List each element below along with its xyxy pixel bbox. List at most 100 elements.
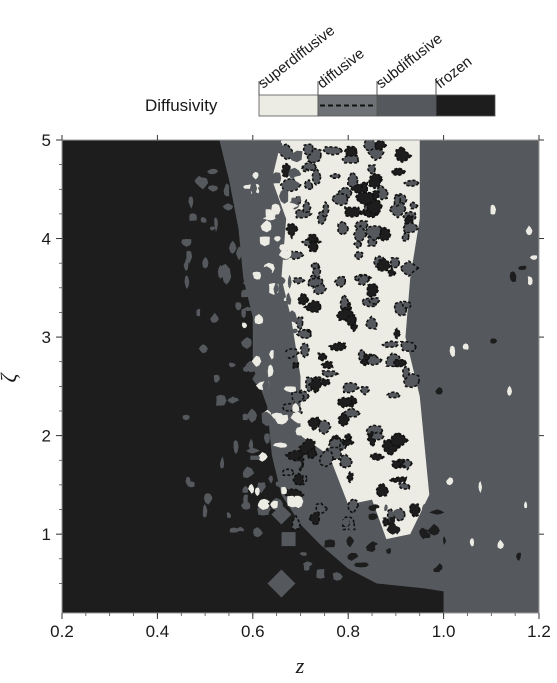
island-frozen-edge xyxy=(217,264,223,279)
island-subdiffusive xyxy=(306,416,321,432)
island-transition xyxy=(288,150,303,163)
island-frozen-edge xyxy=(249,182,258,197)
island-subdiffusive xyxy=(342,381,360,394)
island-subdiffusive xyxy=(291,361,300,369)
island-lower xyxy=(384,541,391,550)
island-transition xyxy=(259,236,270,247)
y-tick-label: 4 xyxy=(42,230,51,249)
island-lower xyxy=(322,531,327,536)
x-tick-label: 0.2 xyxy=(50,622,74,641)
island-frozen-edge xyxy=(209,226,216,231)
island-transition xyxy=(273,281,280,296)
island-frozen-edge xyxy=(235,302,242,311)
island-transition xyxy=(244,193,252,208)
island-transition xyxy=(241,289,251,298)
island-subdiffusive xyxy=(342,407,362,418)
island-right xyxy=(449,345,456,357)
island-subdiffusive xyxy=(339,293,350,309)
island-transition xyxy=(248,438,254,451)
x-tick-label: 0.8 xyxy=(336,622,360,641)
island-transition xyxy=(256,300,265,310)
island-subdiffusive xyxy=(364,315,378,330)
island-right xyxy=(462,343,469,350)
island-subdiffusive xyxy=(368,172,381,190)
island-transition xyxy=(286,292,292,305)
island-transition xyxy=(241,322,248,329)
island-lower xyxy=(299,552,307,556)
island-subdiffusive xyxy=(385,391,402,399)
island-subdiffusive xyxy=(295,328,312,340)
x-tick-label: 0.4 xyxy=(146,622,170,641)
island-frozen-edge xyxy=(231,396,235,401)
island-right xyxy=(527,276,533,286)
island-subdiffusive xyxy=(307,512,321,527)
island-right xyxy=(524,501,528,509)
island-lower xyxy=(316,569,325,579)
island-right xyxy=(443,536,447,545)
island-transition xyxy=(254,314,264,325)
island-subdiffusive xyxy=(307,239,319,253)
island-right xyxy=(490,338,498,344)
island-frozen-edge xyxy=(185,476,191,487)
island-transition xyxy=(264,433,270,444)
island-subdiffusive xyxy=(341,154,360,164)
island-subdiffusive xyxy=(401,300,412,309)
island-frozen-edge xyxy=(219,456,225,469)
island-frozen-edge xyxy=(236,526,245,532)
island-frozen-edge xyxy=(207,185,218,192)
island-subdiffusive xyxy=(285,222,299,240)
island-transition xyxy=(265,143,276,155)
island-subdiffusive xyxy=(302,299,322,313)
island-subdiffusive xyxy=(322,146,344,156)
island-transition xyxy=(282,432,288,441)
island-subdiffusive xyxy=(402,179,420,188)
island-subdiffusive xyxy=(387,267,397,277)
island-subdiffusive xyxy=(363,140,378,152)
y-axis: 1 2 3 4 5 xyxy=(42,131,544,584)
legend-swatch-frozen xyxy=(435,94,496,117)
island-subdiffusive xyxy=(363,225,382,242)
island-right xyxy=(516,552,521,561)
island-transition xyxy=(241,308,246,319)
island-transition xyxy=(262,215,276,221)
island-frozen-edge xyxy=(189,213,197,221)
island-subdiffusive xyxy=(320,378,332,387)
island-subdiffusive xyxy=(352,224,368,243)
island-subdiffusive xyxy=(315,502,329,515)
island-transition xyxy=(273,141,284,153)
island-right xyxy=(507,385,512,396)
island-frozen-edge xyxy=(250,455,260,460)
island-transition xyxy=(274,297,283,307)
island-transition xyxy=(272,311,279,320)
island-frozen-edge xyxy=(222,203,234,211)
island-frozen-edge xyxy=(188,196,194,209)
island-subdiffusive xyxy=(320,360,334,370)
island-transition xyxy=(272,442,288,448)
island-subdiffusive xyxy=(376,257,392,272)
island-subdiffusive xyxy=(388,199,407,219)
island-right xyxy=(497,539,504,549)
island-transition xyxy=(259,142,265,151)
island-right xyxy=(529,255,538,260)
island-subdiffusive xyxy=(339,453,353,469)
island-transition xyxy=(271,203,281,215)
legend-swatch-superdiffusive xyxy=(258,94,319,117)
island-frozen-edge xyxy=(233,440,239,455)
legend-label-diffusive: diffusive xyxy=(314,45,368,92)
island-frozen-edge xyxy=(210,312,219,323)
island-transition xyxy=(267,364,274,378)
island-frozen-edge xyxy=(202,257,209,269)
island-transition xyxy=(287,495,299,508)
island-frozen-edge xyxy=(186,250,193,264)
island-subdiffusive xyxy=(346,497,360,515)
island-lower xyxy=(332,572,343,581)
x-axis: 0.2 0.4 0.6 0.8 1.0 1.2 xyxy=(50,135,551,641)
island-frozen-edge xyxy=(183,258,189,271)
island-lower xyxy=(324,539,336,548)
island-transition xyxy=(252,171,259,180)
island-transition xyxy=(256,452,268,462)
island-subdiffusive xyxy=(306,447,319,460)
island-subdiffusive xyxy=(370,431,385,441)
